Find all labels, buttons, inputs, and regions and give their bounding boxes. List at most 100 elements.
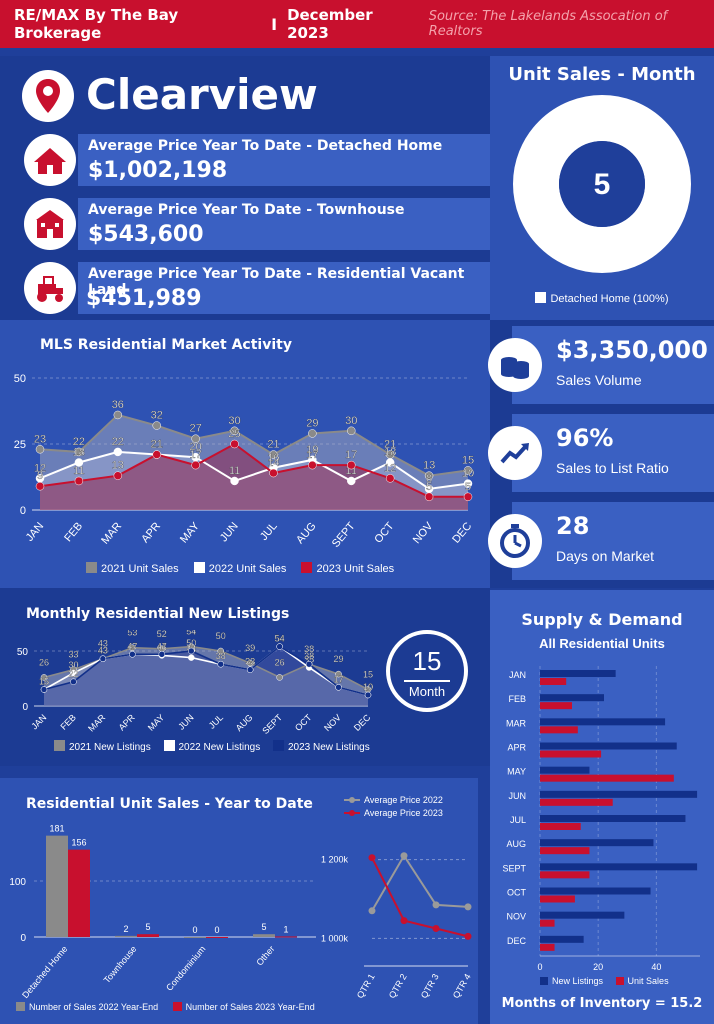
legend-label-unit-sales: Unit Sales bbox=[627, 976, 669, 986]
y-tick-label: MAR bbox=[506, 718, 527, 728]
y-tick-label: JUL bbox=[510, 815, 526, 825]
price-bar-land: Average Price Year To Date - Residential… bbox=[78, 262, 490, 314]
legend-swatch-ytd-2023 bbox=[172, 1002, 182, 1011]
stopwatch-icon bbox=[488, 514, 542, 568]
city-name: Clearview bbox=[86, 70, 318, 119]
data-label: 30 bbox=[68, 660, 78, 670]
kpi-sales-volume-value: $3,350,000 bbox=[556, 336, 708, 364]
legend-swatch-new-listings bbox=[540, 977, 548, 985]
data-point bbox=[464, 932, 472, 940]
data-point bbox=[400, 917, 408, 925]
data-label: 17 bbox=[306, 449, 318, 461]
price-value-detached: $1,002,198 bbox=[88, 158, 228, 183]
series-line bbox=[43, 645, 369, 696]
legend-label: Average Price 2022 bbox=[364, 795, 443, 805]
data-label: 54 bbox=[275, 634, 285, 644]
source-note: Source: The Lakelands Assocation of Real… bbox=[428, 9, 668, 39]
data-label: 47 bbox=[127, 641, 137, 651]
legend-label-listings-2022: 2022 New Listings bbox=[178, 742, 261, 753]
data-point bbox=[113, 447, 123, 457]
data-label: 47 bbox=[157, 641, 167, 651]
bar-value-label: 5 bbox=[145, 922, 150, 932]
data-label: 13 bbox=[112, 460, 124, 472]
bar bbox=[137, 934, 159, 937]
data-label: 43 bbox=[98, 639, 108, 649]
data-point bbox=[188, 647, 195, 655]
bar-value-label: 156 bbox=[71, 838, 86, 848]
x-tick-label: MAR bbox=[86, 712, 108, 734]
legend-swatch-detached bbox=[535, 292, 547, 303]
x-tick-label: SEPT bbox=[330, 520, 358, 550]
series-line bbox=[39, 450, 469, 490]
data-label: 9 bbox=[37, 470, 43, 482]
months-badge-label: Month bbox=[408, 684, 446, 699]
data-point bbox=[113, 410, 123, 420]
bar bbox=[540, 887, 651, 895]
legend-label-listings-2021: 2021 New Listings bbox=[69, 742, 151, 753]
price-title-land: Average Price Year To Date - Residential… bbox=[88, 266, 465, 298]
bar-value-label: 0 bbox=[192, 925, 197, 935]
data-label: 10 bbox=[462, 468, 474, 480]
y-tick-label: NOV bbox=[506, 912, 526, 922]
bar bbox=[540, 943, 555, 951]
data-point bbox=[40, 674, 48, 681]
data-point bbox=[40, 686, 48, 693]
data-label: 21 bbox=[267, 439, 279, 451]
x-tick-label: MAY bbox=[146, 712, 166, 732]
supply-demand-subtitle: All Residential Units bbox=[539, 636, 665, 651]
data-label: 38 bbox=[304, 651, 314, 661]
y-tick-label: 50 bbox=[17, 647, 29, 658]
avg-price-quarter-chart: 1 000k 1 200k Average Price 2022 Average Pr… bbox=[321, 795, 473, 1000]
new-listings-chart: 0502633435352545039263829151530434746443… bbox=[17, 630, 373, 736]
ytd-title: Residential Unit Sales - Year to Date bbox=[26, 796, 313, 812]
data-label: 11 bbox=[346, 465, 357, 477]
x-tick-label: FEB bbox=[58, 712, 77, 731]
data-label: 17 bbox=[334, 674, 344, 684]
bar-value-label: 2 bbox=[123, 924, 128, 934]
data-point bbox=[74, 447, 84, 457]
data-label: 47 bbox=[127, 641, 137, 651]
legend-label-2022: 2022 Unit Sales bbox=[208, 563, 287, 575]
y-tick-label: DEC bbox=[507, 936, 527, 946]
legend-label-2023: 2023 Unit Sales bbox=[316, 563, 395, 575]
price-bar-detached: Average Price Year To Date - Detached Ho… bbox=[78, 134, 490, 186]
data-label: 15 bbox=[39, 677, 49, 687]
x-tick-label: QTR 1 bbox=[355, 972, 377, 1000]
data-label: 21 bbox=[151, 439, 163, 451]
price-value-land: $451,989 bbox=[86, 286, 202, 311]
data-point bbox=[368, 854, 376, 862]
data-label: 5 bbox=[426, 481, 432, 493]
data-point bbox=[424, 471, 434, 480]
x-tick-label: QTR 2 bbox=[387, 972, 409, 1000]
series-line bbox=[371, 853, 469, 912]
x-tick-label: JAN bbox=[29, 712, 48, 731]
y-tick-label: JUN bbox=[509, 791, 527, 801]
data-label: 11 bbox=[73, 465, 84, 477]
x-tick-label: DEC bbox=[450, 520, 474, 546]
data-point bbox=[385, 458, 395, 467]
bar bbox=[46, 835, 68, 937]
x-tick-label: AUG bbox=[294, 520, 319, 546]
legend-swatch-listings-2023 bbox=[273, 740, 284, 751]
data-point bbox=[364, 691, 372, 699]
data-point bbox=[152, 450, 161, 459]
data-point bbox=[400, 852, 408, 860]
data-label: 14 bbox=[267, 457, 279, 469]
data-point bbox=[99, 655, 107, 662]
data-label: 26 bbox=[275, 657, 285, 667]
bar bbox=[540, 911, 625, 919]
x-tick-label: OCT bbox=[293, 712, 314, 733]
x-tick-label: JUN bbox=[176, 712, 195, 731]
price-title-detached: Average Price Year To Date - Detached Ho… bbox=[88, 138, 443, 154]
data-label: 5 bbox=[465, 481, 471, 493]
data-label: 10 bbox=[363, 682, 373, 692]
data-point bbox=[463, 492, 473, 502]
legend-marker bbox=[349, 797, 355, 803]
data-point bbox=[246, 666, 254, 673]
x-tick-label: 20 bbox=[593, 962, 603, 972]
x-tick-label: QTR 4 bbox=[451, 972, 473, 1000]
data-label: 36 bbox=[112, 399, 124, 411]
data-label: 16 bbox=[267, 452, 279, 464]
data-label: 43 bbox=[98, 646, 108, 656]
